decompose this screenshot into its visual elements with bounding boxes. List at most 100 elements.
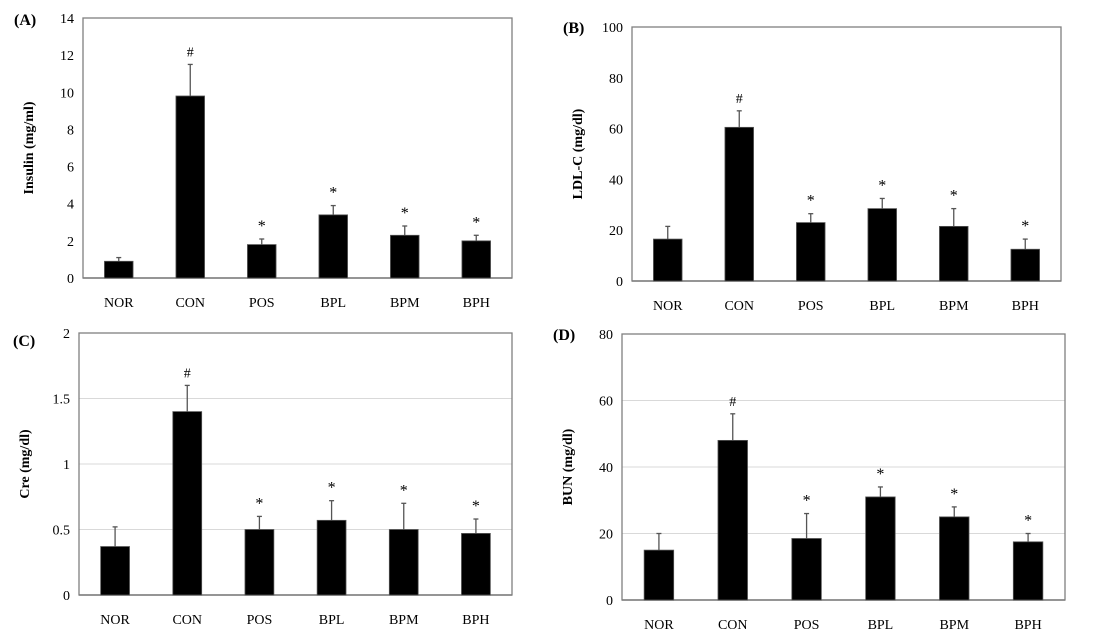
bar-bpm xyxy=(390,234,420,279)
significance-mark: * xyxy=(1021,218,1029,235)
x-tick-label: POS xyxy=(798,299,824,314)
bar-bph xyxy=(461,533,491,596)
bar-bpm xyxy=(939,225,969,282)
x-tick-label: BPH xyxy=(1012,299,1039,314)
y-tick-label: 0 xyxy=(63,589,70,604)
x-tick-label: CON xyxy=(175,296,205,311)
y-tick-label: 60 xyxy=(599,395,613,410)
chart-panel-0: 0 2 4 6 8 10 12 14 NOR # CON * POS * BPL * BPM * BPH Insuli… xyxy=(14,12,513,311)
y-tick-label: 80 xyxy=(599,328,613,343)
bar-pos xyxy=(791,538,822,601)
y-tick-label: 0 xyxy=(606,594,613,609)
bar-pos xyxy=(244,529,275,596)
x-tick-label: BPL xyxy=(869,299,895,314)
x-tick-label: BPL xyxy=(319,613,345,628)
y-tick-label: 20 xyxy=(609,224,623,239)
x-tick-label: BPM xyxy=(389,613,419,628)
x-tick-label: NOR xyxy=(100,613,130,628)
significance-mark: # xyxy=(736,92,743,107)
bar-bpl xyxy=(318,214,348,279)
y-tick-label: 20 xyxy=(599,528,613,543)
significance-mark: * xyxy=(950,486,958,503)
chart-panel-2: 0 0.5 1 1.5 2 NOR # CON * POS * BPL * BPM * BPH Cre (mg/… xyxy=(13,327,513,628)
y-tick-label: 40 xyxy=(599,461,613,476)
x-tick-label: BPM xyxy=(390,296,420,311)
y-axis-label: BUN (mg/dl) xyxy=(561,428,576,505)
bar-con xyxy=(717,439,748,601)
bar-bpm xyxy=(388,529,419,596)
x-tick-label: NOR xyxy=(104,296,134,311)
bar-nor xyxy=(104,260,134,279)
bar-con xyxy=(724,126,754,282)
significance-mark: * xyxy=(401,205,409,222)
plot-frame xyxy=(82,17,513,279)
bar-bpm xyxy=(939,516,970,601)
x-tick-label: POS xyxy=(249,296,275,311)
y-tick-label: 0 xyxy=(67,272,74,287)
x-tick-label: BPH xyxy=(463,296,490,311)
bar-nor xyxy=(100,546,130,596)
bar-bph xyxy=(461,240,491,279)
bar-nor xyxy=(653,238,683,282)
bar-pos xyxy=(247,244,277,279)
panel-label: (D) xyxy=(553,327,575,344)
y-tick-label: 14 xyxy=(60,12,74,27)
y-axis-label: Cre (mg/dl) xyxy=(18,429,33,499)
y-tick-label: 12 xyxy=(60,49,74,64)
significance-mark: * xyxy=(258,218,266,235)
bar-bpl xyxy=(316,519,347,596)
significance-mark: * xyxy=(400,482,408,499)
bar-pos xyxy=(796,222,826,282)
panel-label: (A) xyxy=(14,12,36,29)
x-tick-label: BPM xyxy=(939,299,969,314)
significance-mark: * xyxy=(329,185,337,202)
significance-mark: * xyxy=(878,177,886,194)
significance-mark: # xyxy=(187,45,194,60)
chart-panel-3: 0 20 40 60 80 NOR # CON * POS * BPL * BPM * BPH BUN (mg/… xyxy=(553,327,1066,633)
x-tick-label: BPL xyxy=(868,618,894,633)
x-tick-label: CON xyxy=(724,299,754,314)
y-tick-label: 80 xyxy=(609,72,623,87)
significance-mark: * xyxy=(876,466,884,483)
bar-bpl xyxy=(867,208,897,282)
significance-mark: # xyxy=(184,366,191,381)
y-tick-label: 1.5 xyxy=(53,393,71,408)
y-tick-label: 1 xyxy=(63,458,70,473)
bar-bph xyxy=(1010,248,1040,282)
x-tick-label: CON xyxy=(718,618,748,633)
significance-mark: * xyxy=(255,495,263,512)
y-tick-label: 4 xyxy=(67,198,74,213)
x-tick-label: BPL xyxy=(320,296,346,311)
significance-mark: * xyxy=(807,193,815,210)
significance-mark: * xyxy=(328,480,336,497)
significance-mark: * xyxy=(1024,513,1032,530)
y-tick-label: 10 xyxy=(60,86,74,101)
x-tick-label: BPH xyxy=(462,613,489,628)
y-tick-label: 0.5 xyxy=(53,524,71,539)
y-tick-label: 8 xyxy=(67,123,74,138)
bar-con xyxy=(175,95,205,279)
x-tick-label: NOR xyxy=(644,618,674,633)
bar-bph xyxy=(1012,541,1044,601)
significance-mark: * xyxy=(950,188,958,205)
y-tick-label: 2 xyxy=(63,327,70,342)
y-axis-label: Insulin (mg/ml) xyxy=(22,101,37,194)
y-tick-label: 100 xyxy=(602,21,623,36)
panel-label: (B) xyxy=(563,20,584,37)
plot-frame xyxy=(631,26,1062,282)
bar-nor xyxy=(643,549,675,601)
bar-con xyxy=(172,411,203,596)
significance-mark: * xyxy=(472,498,480,515)
significance-mark: * xyxy=(472,214,480,231)
x-tick-label: CON xyxy=(172,613,202,628)
y-tick-label: 2 xyxy=(67,235,74,250)
y-axis-label: LDL-C (mg/dl) xyxy=(571,108,586,199)
x-tick-label: BPH xyxy=(1014,618,1041,633)
y-tick-label: 40 xyxy=(609,173,623,188)
x-tick-label: POS xyxy=(794,618,820,633)
y-tick-label: 60 xyxy=(609,123,623,138)
x-tick-label: BPM xyxy=(939,618,969,633)
x-tick-label: POS xyxy=(247,613,273,628)
y-tick-label: 6 xyxy=(67,161,74,176)
